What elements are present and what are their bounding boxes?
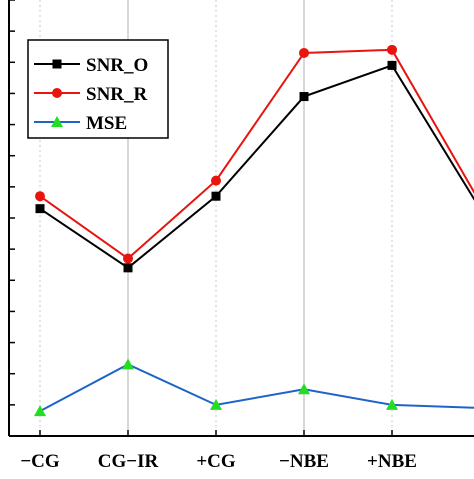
legend-marker-snr-r (52, 88, 62, 98)
data-point-snr-r (387, 44, 397, 55)
x-tick-label: +CG (196, 451, 236, 472)
data-point-mse (210, 398, 222, 410)
data-point-mse (34, 405, 46, 417)
data-point-snr-o (299, 92, 309, 102)
data-point-snr-r (123, 253, 133, 264)
data-point-snr-o (35, 204, 45, 214)
series-line-mse (39, 363, 474, 412)
data-point-mse (122, 358, 134, 370)
legend-marker-mse (51, 116, 63, 127)
series-layer (34, 44, 474, 417)
x-tick-label: −CG (20, 451, 60, 472)
data-point-snr-o (123, 263, 133, 273)
data-point-mse (298, 383, 310, 395)
x-tick-label: +NBE (367, 451, 417, 472)
x-tick-label: CG−IR (98, 451, 159, 472)
data-point-mse (386, 398, 398, 410)
series-line-snr-r (39, 48, 474, 260)
legend-marker-snr-o (52, 59, 62, 69)
data-point-snr-r (35, 191, 45, 202)
legend-label-mse: MSE (86, 113, 127, 134)
data-point-snr-o (387, 60, 397, 70)
x-tick-label: −NBE (279, 451, 329, 472)
series-line-snr-o (39, 64, 474, 270)
legend-label-snr-o: SNR_O (86, 55, 148, 76)
data-point-snr-o (211, 191, 221, 201)
legend: SNR_O SNR_R MSE (27, 39, 169, 139)
data-point-snr-r (211, 175, 221, 186)
data-point-snr-r (299, 47, 309, 58)
legend-label-snr-r: SNR_R (86, 84, 148, 105)
